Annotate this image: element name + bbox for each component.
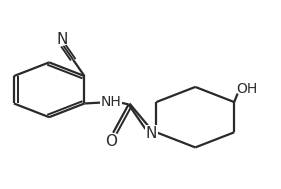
Text: OH: OH bbox=[236, 82, 257, 96]
Text: N: N bbox=[56, 32, 68, 47]
Text: O: O bbox=[105, 134, 117, 149]
Text: N: N bbox=[146, 126, 157, 141]
Text: NH: NH bbox=[101, 94, 121, 109]
